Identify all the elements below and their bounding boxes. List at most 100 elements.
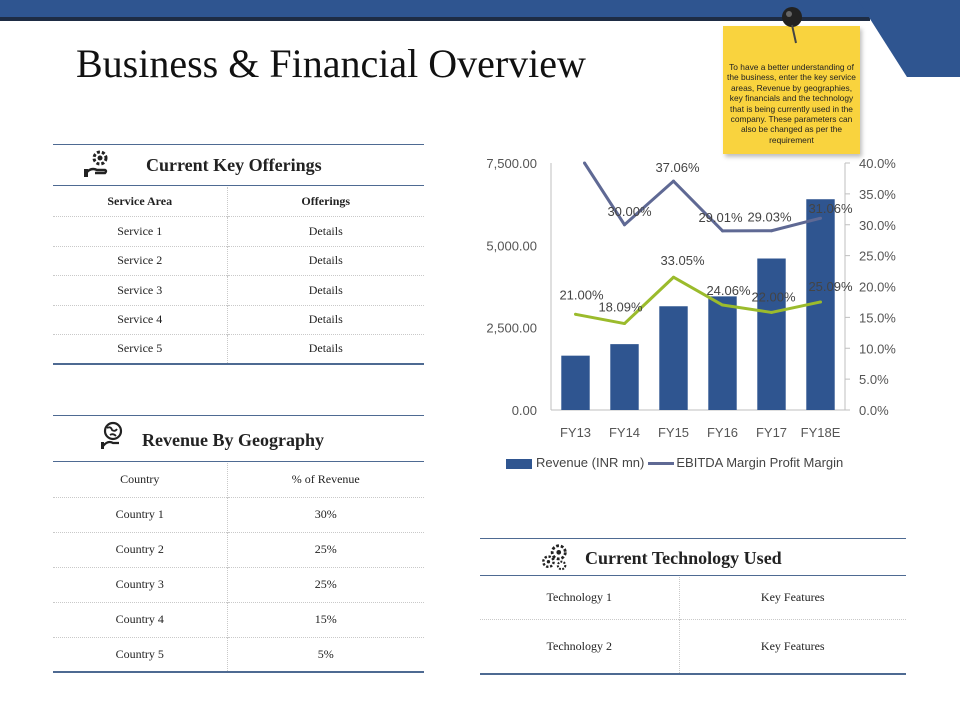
- key-offerings-header: Current Key Offerings: [53, 144, 424, 186]
- technology-cell: Technology 1: [546, 590, 612, 605]
- ebitda-data-label: 30.00%: [607, 204, 652, 219]
- revenue-share-cell: 25%: [226, 567, 424, 602]
- table-row: Service 2 Details: [53, 246, 424, 275]
- revenue-share-cell: 15%: [226, 602, 424, 637]
- x-tick-label: FY14: [609, 425, 640, 440]
- profit-margin-point: [770, 310, 773, 314]
- profit-margin-point: [574, 312, 577, 316]
- x-tick-label: FY18E: [801, 425, 841, 440]
- profit-data-label: 25.09%: [808, 279, 853, 294]
- revenue-bar: [757, 258, 786, 410]
- profit-margin-point: [721, 303, 724, 307]
- technology-cell: Technology 2: [546, 638, 612, 653]
- y-right-tick-label: 35.0%: [859, 187, 896, 202]
- column-header: Country: [120, 472, 160, 487]
- top-banner: [0, 0, 960, 18]
- y-left-tick-label: 2,500.00: [486, 321, 537, 336]
- table-row: Technology 1 Key Features: [480, 577, 906, 619]
- table-row: Technology 2 Key Features: [480, 619, 906, 674]
- table-row: Service 3 Details: [53, 275, 424, 305]
- table-row: Country 4 15%: [53, 602, 424, 637]
- revenue-share-cell: 25%: [226, 532, 424, 567]
- table-row: Service 4 Details: [53, 305, 424, 334]
- y-right-tick-label: 30.0%: [859, 218, 896, 233]
- table-header-row: Country % of Revenue: [53, 463, 424, 497]
- ebitda-margin-point: [721, 229, 724, 233]
- technology-panel: Current Technology Used Technology 1 Key…: [480, 538, 906, 676]
- ebitda-margin-point: [819, 216, 822, 220]
- top-banner-line: [0, 17, 870, 21]
- table-row: Country 5 5%: [53, 637, 424, 672]
- gears-icon: [542, 544, 567, 571]
- legend-revenue-swatch: [506, 458, 532, 469]
- country-cell: Country 4: [115, 612, 164, 626]
- profit-data-label: 21.00%: [559, 287, 604, 302]
- offering-cell: Details: [226, 275, 424, 305]
- ebitda-margin-point: [672, 179, 675, 183]
- features-cell: Key Features: [678, 619, 906, 674]
- legend-margin-label: EBITDA Margin Profit Margin: [676, 455, 844, 470]
- x-tick-label: FY15: [658, 425, 689, 440]
- offering-cell: Details: [226, 216, 424, 246]
- sticky-note-text: To have a better understanding of the bu…: [727, 62, 856, 145]
- table-row: Country 1 30%: [53, 497, 424, 532]
- y-right-tick-label: 0.0%: [859, 403, 889, 418]
- offering-cell: Details: [226, 334, 424, 364]
- key-offerings-table: Service Area Offerings Service 1 Details…: [53, 187, 424, 365]
- globe-hand-icon: [101, 421, 123, 449]
- country-cell: Country 5: [115, 646, 164, 661]
- revenue-bar: [708, 296, 737, 410]
- revenue-geography-title: Revenue By Geography: [142, 430, 324, 450]
- key-offerings-title: Current Key Offerings: [146, 155, 322, 175]
- offering-cell: Details: [226, 305, 424, 334]
- country-cell: Country 3: [115, 577, 164, 591]
- column-header: Service Area: [107, 193, 173, 208]
- y-right-tick-label: 20.0%: [859, 280, 896, 295]
- chart-legend: Revenue (INR mn) EBITDA Margin Profit Mar…: [506, 455, 843, 470]
- table-row: Service 5 Details: [53, 334, 424, 364]
- profit-data-label: 18.09%: [598, 300, 643, 315]
- revenue-bar: [610, 344, 639, 410]
- profit-margin-point: [623, 322, 626, 326]
- technology-title: Current Technology Used: [585, 548, 782, 568]
- ebitda-data-label: 37.06%: [655, 160, 700, 175]
- revenue-geography-panel: Revenue By Geography Country % of Revenu…: [53, 415, 424, 675]
- x-tick-label: FY17: [756, 425, 787, 440]
- table-row: Service 1 Details: [53, 216, 424, 246]
- y-right-tick-label: 25.0%: [859, 249, 896, 264]
- ebitda-margin-line: [583, 162, 821, 233]
- ebitda-margin-point: [623, 223, 626, 227]
- features-cell: Key Features: [678, 577, 906, 619]
- y-left-tick-label: 7,500.00: [486, 156, 537, 171]
- revenue-bar: [561, 355, 590, 410]
- ebitda-data-label: 29.03%: [747, 210, 792, 225]
- financial-chart: 0.00 2,500.00 5,000.00 7,500.00 0.0% 5.0% 10.0…: [486, 156, 896, 440]
- ebitda-margin-point: [770, 229, 773, 233]
- profit-data-label: 22.00%: [751, 289, 796, 304]
- service-area-cell: Service 4: [117, 312, 163, 326]
- revenue-share-cell: 5%: [226, 637, 424, 672]
- revenue-share-cell: 30%: [226, 497, 424, 532]
- hand-gear-icon: [84, 150, 108, 177]
- table-header-row: Service Area Offerings: [53, 187, 424, 216]
- profit-margin-point: [672, 275, 675, 279]
- table-row: Country 3 25%: [53, 567, 424, 602]
- sticky-note: To have a better understanding of the bu…: [723, 26, 860, 154]
- x-tick-label: FY13: [560, 425, 591, 440]
- profit-data-label: 33.05%: [660, 253, 705, 268]
- service-area-cell: Service 1: [117, 223, 163, 238]
- key-offerings-panel: Current Key Offerings Service Area Offer…: [53, 144, 424, 366]
- y-right-tick-label: 10.0%: [859, 341, 896, 356]
- x-tick-label: FY16: [707, 425, 738, 440]
- revenue-geography-header: Revenue By Geography: [53, 415, 424, 462]
- corner-decoration: [858, 0, 960, 77]
- revenue-geography-table: Country % of Revenue Country 1 30% Count…: [53, 463, 424, 673]
- technology-table: Technology 1 Key Features Technology 2 K…: [480, 577, 906, 675]
- revenue-bar: [659, 306, 688, 410]
- legend-revenue-label: Revenue (INR mn): [536, 455, 645, 470]
- y-left-tick-label: 0.00: [512, 403, 537, 418]
- ebitda-data-label: 29.01%: [698, 210, 743, 225]
- page-title: Business & Financial Overview: [76, 41, 586, 86]
- service-area-cell: Service 5: [117, 341, 163, 356]
- pushpin-icon: [782, 7, 802, 44]
